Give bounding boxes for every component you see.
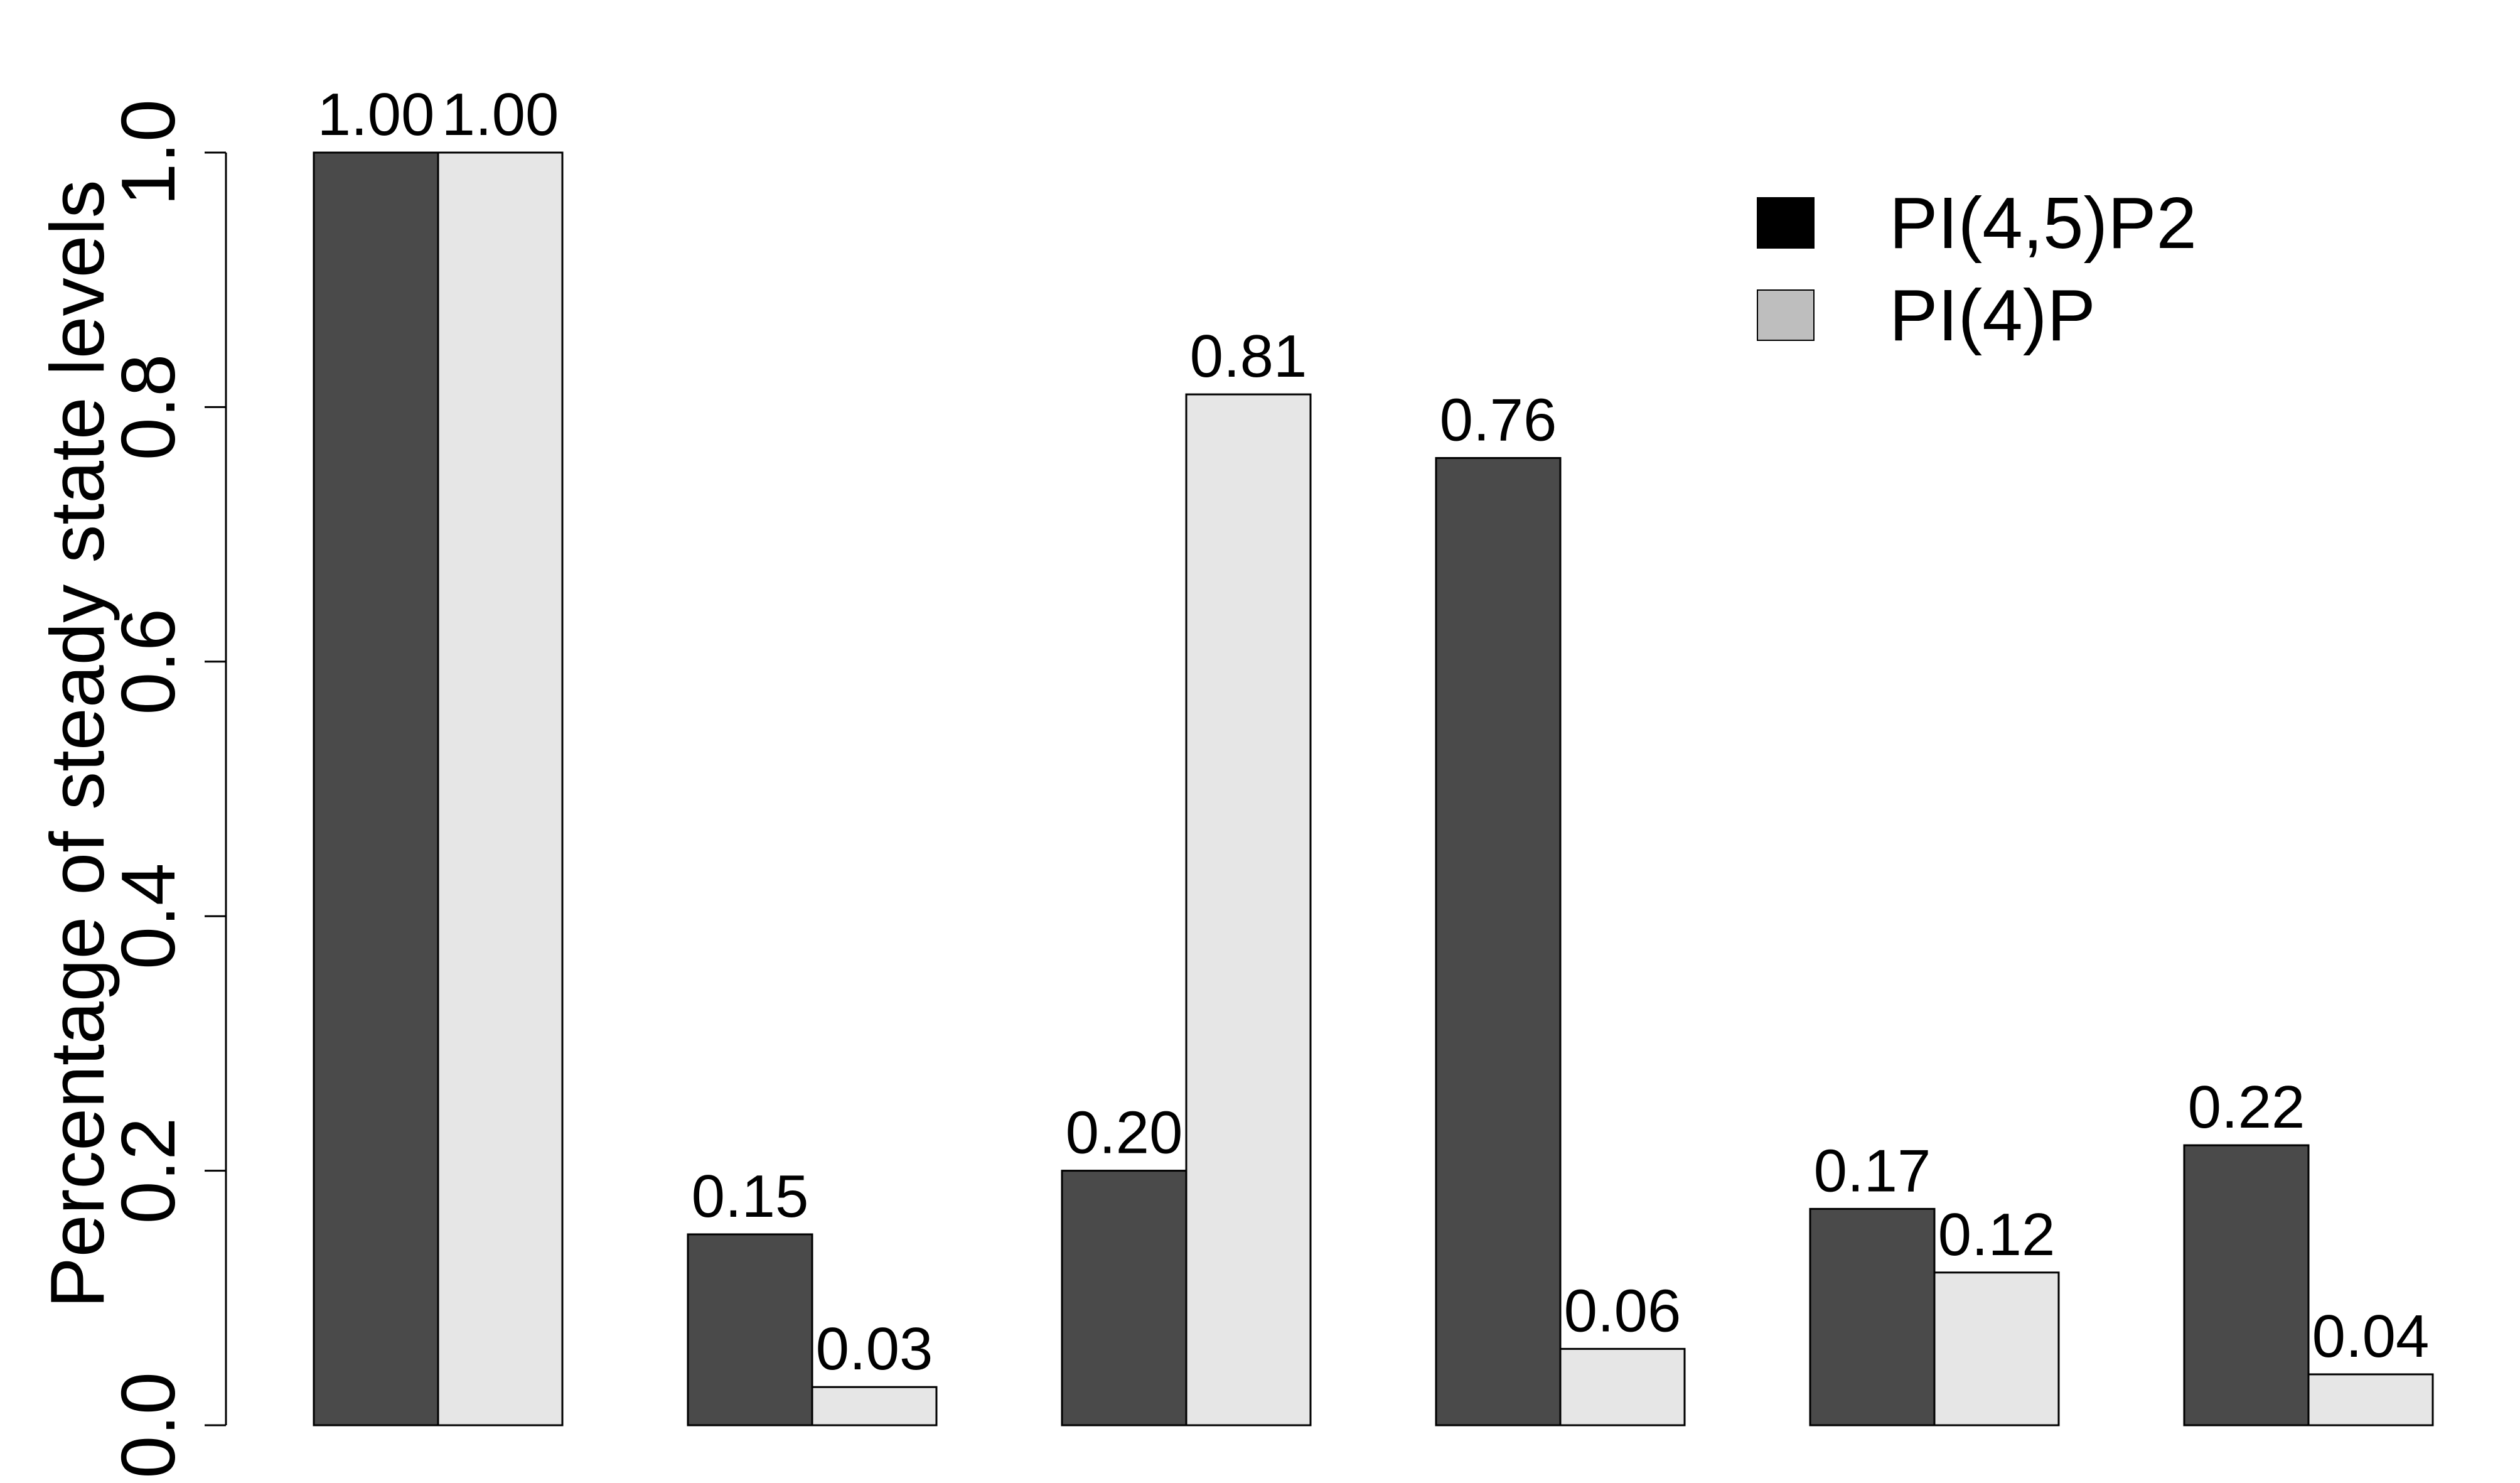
legend: PI(4,5)P2 PI(4)P	[1757, 182, 2197, 356]
data-label: 0.15	[692, 1163, 809, 1230]
y-axis: 0.0 0.2 0.4 0.6 0.8 1.0	[105, 99, 227, 1479]
y-tick-label: 0.8	[105, 354, 191, 461]
bar-pi4p-group-1	[437, 151, 564, 1426]
legend-label: PI(4)P	[1889, 274, 2096, 356]
bar-pi4p-group-6	[2307, 1373, 2434, 1426]
bar-pi45p2-group-3	[1061, 1170, 1188, 1426]
data-label: 0.22	[2188, 1074, 2305, 1141]
data-label: 0.03	[816, 1315, 933, 1383]
legend-swatch	[1757, 289, 1815, 341]
bar-pi4p-group-5	[1933, 1271, 2060, 1426]
bar-pi45p2-group-1	[313, 151, 439, 1426]
data-label: 0.81	[1190, 323, 1307, 390]
bar-pi4p-group-4	[1559, 1347, 1686, 1426]
y-tick-label: 0.4	[105, 863, 191, 969]
bar-pi45p2-group-5	[1809, 1207, 1936, 1426]
data-label: 1.00	[442, 81, 559, 148]
y-tick-label: 1.0	[105, 99, 191, 206]
data-label: 0.20	[1066, 1099, 1183, 1167]
data-label: 0.12	[1938, 1201, 2056, 1268]
bar-pi4p-group-3	[1185, 393, 1312, 1426]
data-label: 0.76	[1440, 386, 1557, 453]
bars	[313, 151, 2434, 1426]
data-label: 0.06	[1564, 1277, 1681, 1344]
bar-pi45p2-group-4	[1435, 456, 1562, 1426]
y-tick-label: 0.6	[105, 608, 191, 715]
bar-pi45p2-group-2	[687, 1233, 813, 1426]
y-tick-label: 0.2	[105, 1118, 191, 1224]
y-axis-title: Percentage of steady state levels	[35, 180, 120, 1308]
data-label: 0.17	[1814, 1137, 1931, 1204]
legend-swatch	[1757, 197, 1815, 249]
y-tick-label: 0.0	[105, 1372, 191, 1479]
legend-label: PI(4,5)P2	[1889, 182, 2197, 264]
data-label: 0.04	[2312, 1303, 2430, 1370]
data-labels: 1.00 1.00 0.15 0.03 0.20 0.81 0.76 0.06 0.170.12…	[318, 81, 2430, 1383]
bar-pi45p2-group-6	[2183, 1144, 2310, 1426]
bar-pi4p-group-2	[811, 1386, 938, 1426]
data-label: 1.00	[318, 81, 435, 148]
